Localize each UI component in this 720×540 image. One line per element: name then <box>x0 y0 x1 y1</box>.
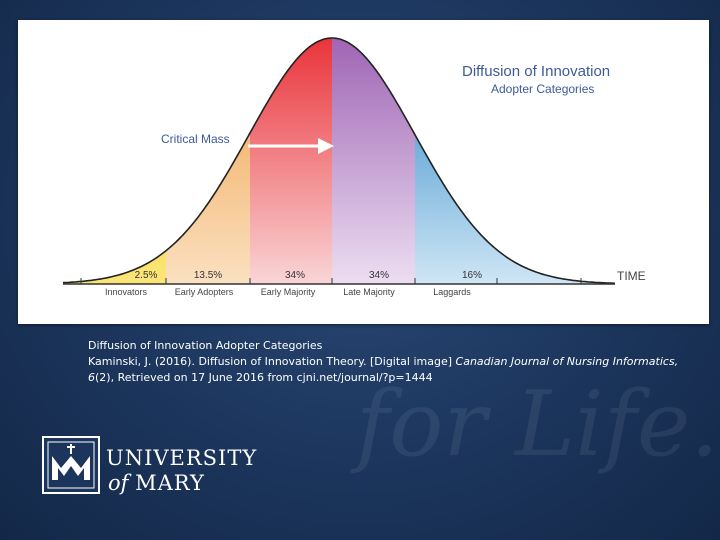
segment-label-laggards: Laggards <box>433 287 471 297</box>
percent-late-majority: 34% <box>368 270 390 281</box>
bell-curve-diagram <box>62 37 616 285</box>
logo-of-text: of <box>108 471 129 495</box>
segment-label-innovators: Innovators <box>104 287 148 297</box>
segment-innovators-fill <box>63 38 166 284</box>
segment-label-early-majority: Early Majority <box>260 287 316 297</box>
citation: Diffusion of Innovation Adopter Categori… <box>88 338 688 386</box>
logo-university-text: UNIVERSITY <box>106 446 258 470</box>
citation-retrieval: (2), Retrieved on 17 June 2016 from cjni… <box>95 371 433 384</box>
percent-early-adopters: 13.5% <box>193 270 223 281</box>
percent-innovators: 2.5% <box>134 270 158 281</box>
segment-label-early-adopters: Early Adopters <box>174 287 234 297</box>
time-axis-label: TIME <box>617 269 646 283</box>
critical-mass-arrow <box>248 138 334 154</box>
citation-title: Diffusion of Innovation Adopter Categori… <box>88 339 323 352</box>
diagram-title: Diffusion of Innovation <box>462 63 611 80</box>
citation-reference: Kaminski, J. (2016). Diffusion of Innova… <box>88 354 688 386</box>
bell-curve-outline <box>62 37 616 285</box>
citation-journal: Canadian Journal of Nursing Informatics,… <box>88 355 679 384</box>
segment-laggards-fill <box>415 38 615 284</box>
critical-mass-label: Critical Mass <box>161 132 230 146</box>
percent-laggards: 16% <box>461 270 483 281</box>
university-logo-icon <box>42 436 100 494</box>
segment-late-majority-fill <box>332 38 415 284</box>
for-life-watermark: for Life. <box>356 372 719 477</box>
logo-mary-word: MARY <box>135 471 205 495</box>
citation-authors: Kaminski, J. (2016). Diffusion of Innova… <box>88 355 456 368</box>
percent-early-majority: 34% <box>284 270 306 281</box>
segment-label-late-majority: Late Majority <box>343 287 395 297</box>
segment-early-majority-fill <box>250 38 332 284</box>
diagram-panel: Diffusion of Innovation Adopter Categori… <box>18 20 709 324</box>
logo-mary-text: of MARY <box>108 471 205 495</box>
diagram-subtitle: Adopter Categories <box>491 82 595 96</box>
